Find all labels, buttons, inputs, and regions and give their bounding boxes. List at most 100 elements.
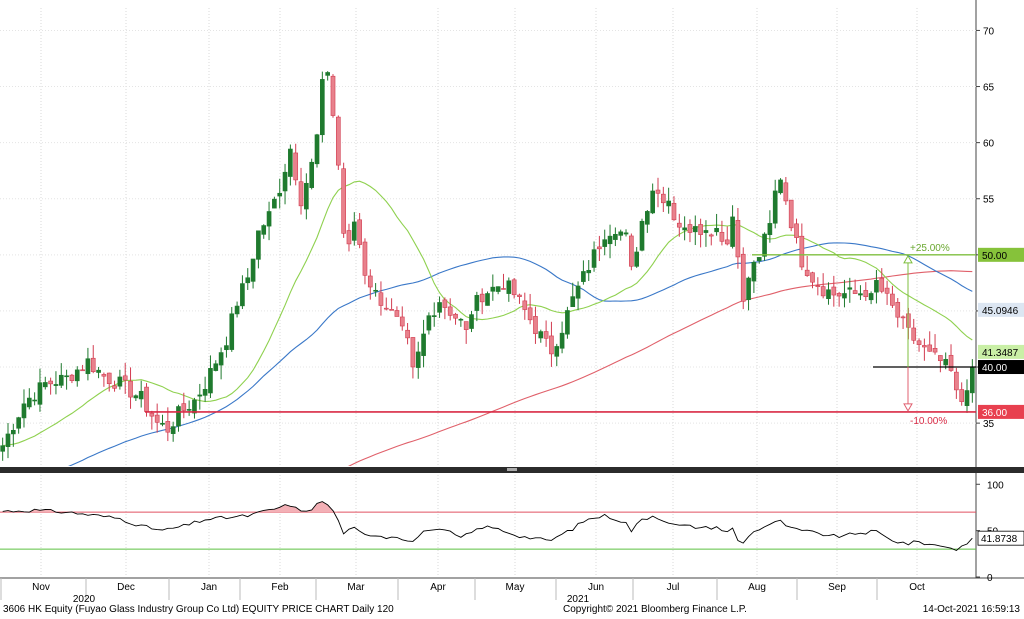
- candle-body: [42, 382, 48, 388]
- candle-body: [543, 331, 549, 339]
- up-target-label: +25.00%: [910, 243, 950, 254]
- month-label-aug: Aug: [748, 582, 766, 593]
- candle-body: [879, 277, 885, 292]
- candle-body: [117, 376, 123, 387]
- candle-body: [634, 251, 640, 267]
- candle-body: [90, 357, 96, 372]
- month-label-sep: Sep: [828, 582, 846, 593]
- month-label-may: May: [506, 582, 525, 593]
- candle-body: [506, 280, 512, 294]
- candle-body: [538, 331, 544, 339]
- candle-body: [522, 300, 528, 310]
- candle-body: [112, 385, 117, 389]
- candle-body: [437, 302, 442, 313]
- month-label-jan: Jan: [201, 582, 217, 593]
- candle-body: [863, 290, 869, 297]
- candle-body: [442, 299, 448, 308]
- month-label-nov: Nov: [32, 582, 50, 593]
- month-label-jun: Jun: [588, 582, 604, 593]
- candle-body: [426, 315, 432, 331]
- down-target-tag-label: 36.00: [982, 408, 1007, 419]
- candle-body: [565, 310, 570, 335]
- sma-50-tag: [978, 302, 1024, 317]
- year-label-2021: 2021: [567, 594, 590, 604]
- candle-body: [804, 269, 810, 276]
- candle-body: [383, 307, 389, 310]
- candle-body: [692, 226, 698, 233]
- up-arrow-head: [903, 254, 913, 264]
- price-tick-label: 60: [983, 139, 995, 150]
- candle-body: [623, 232, 629, 235]
- candle-body: [463, 321, 469, 330]
- candle-body: [138, 390, 144, 400]
- candle-body: [256, 230, 261, 260]
- sma-20-tag-label: 41.3487: [982, 348, 1019, 359]
- candle-body: [932, 348, 938, 353]
- candle-body: [362, 241, 368, 276]
- candle-body: [602, 239, 608, 247]
- candle-body: [831, 286, 837, 296]
- down-target-tag: [978, 404, 1024, 419]
- candle-body: [410, 337, 416, 368]
- candle-body: [751, 261, 757, 282]
- candle-body: [58, 374, 64, 386]
- candle-body: [165, 421, 171, 433]
- candle-body: [181, 403, 187, 411]
- candle-body: [208, 368, 213, 394]
- candle-body: [597, 246, 602, 250]
- candle-body: [282, 171, 288, 192]
- footer-timestamp: 14-Oct-2021 16:59:13: [922, 604, 1020, 615]
- moving-averages: [2, 180, 973, 466]
- candle-body: [304, 182, 309, 210]
- candle-body: [346, 230, 352, 245]
- candle-body: [549, 335, 554, 355]
- candle-body: [591, 249, 597, 268]
- month-label-apr: Apr: [430, 582, 446, 593]
- up-target-tag: [978, 247, 1024, 262]
- level-lines: [145, 254, 976, 413]
- sma-50-line: [68, 242, 973, 466]
- candle-body: [884, 287, 890, 294]
- price-tags: 50.00 45.0946 41.3487 40.00 36.00: [978, 247, 1024, 419]
- candle-body: [485, 293, 490, 306]
- candle-body: [948, 354, 954, 371]
- price-chart: Nov Dec Jan Feb Mar Apr May Jun Jul Aug Sep Oct 2020…: [0, 0, 1024, 604]
- candle-body: [48, 380, 53, 385]
- candle-body: [810, 272, 815, 283]
- rsi-tick-label: 0: [987, 573, 993, 584]
- candle-body: [261, 225, 267, 235]
- candle-body: [666, 200, 671, 207]
- candle-body: [517, 294, 522, 297]
- candle-body: [490, 286, 496, 292]
- candle-body: [911, 327, 917, 341]
- candle-body: [351, 221, 357, 241]
- rsi-panel: 10050041.8738: [0, 480, 1024, 584]
- candle-body: [170, 426, 176, 434]
- candle-body: [288, 148, 293, 177]
- candle-body: [607, 235, 613, 245]
- candle-body: [954, 371, 959, 391]
- candle-body: [96, 369, 101, 373]
- sma-200-line: [347, 270, 973, 466]
- candle-body: [959, 389, 965, 402]
- candle-body: [916, 340, 922, 345]
- candle-body: [458, 318, 464, 321]
- candle-body: [671, 202, 677, 221]
- candle-body: [154, 414, 160, 423]
- candle-body: [618, 231, 624, 236]
- candle-body: [730, 216, 735, 247]
- candle-body: [144, 386, 149, 412]
- candle-body: [149, 412, 155, 417]
- candle-body: [554, 346, 560, 357]
- candle-body: [325, 72, 330, 76]
- candle-body: [927, 344, 933, 352]
- candle-body: [447, 306, 453, 316]
- candle-body: [783, 182, 789, 202]
- down-arrow-head: [903, 403, 913, 412]
- candle-body: [389, 309, 394, 311]
- candle-body: [868, 293, 874, 301]
- candle-body: [16, 417, 21, 429]
- year-label-2020: 2020: [73, 594, 96, 604]
- candle-body: [922, 345, 927, 348]
- rsi-value-tag: [977, 530, 1024, 546]
